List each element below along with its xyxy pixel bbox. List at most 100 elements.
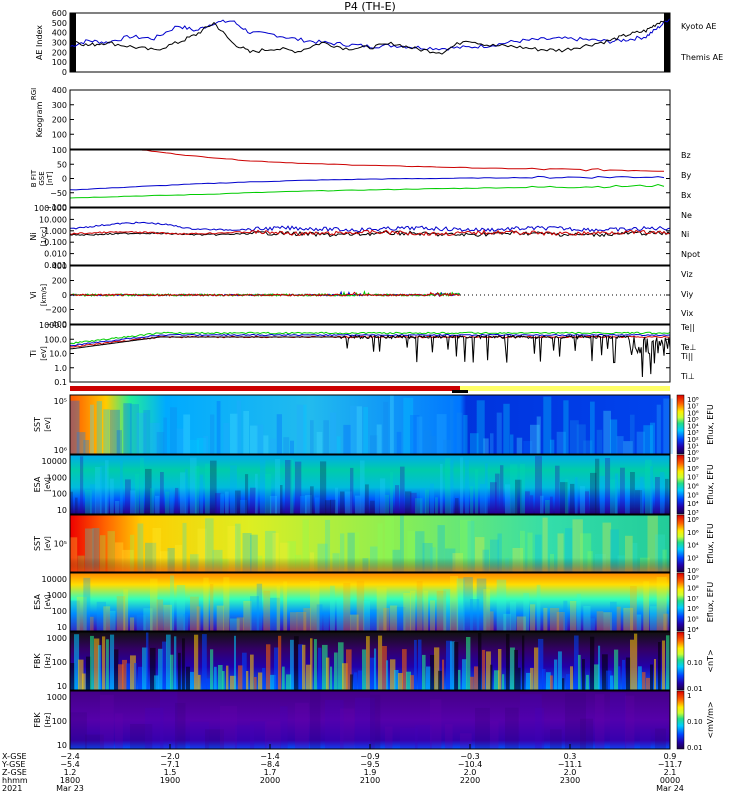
colorbar-tick-label: 10⁰ bbox=[687, 567, 699, 575]
y-axis-label: GSE bbox=[38, 171, 46, 185]
spectrogram-stripe bbox=[106, 639, 109, 690]
y-tick-label: 10.000 bbox=[39, 215, 67, 224]
colorbar bbox=[676, 572, 685, 632]
spectrogram-stripe bbox=[342, 663, 348, 690]
spectrogram-stripe bbox=[418, 639, 422, 690]
spectrogram-stripe bbox=[576, 424, 586, 454]
mode-bar-slow bbox=[70, 386, 460, 391]
spectrogram-stripe bbox=[223, 577, 230, 631]
spectrogram-stripe bbox=[554, 659, 558, 690]
y-tick-label: 0.001 bbox=[44, 261, 67, 270]
spectrogram-stripe bbox=[302, 644, 306, 690]
spectrogram-stripe bbox=[490, 433, 494, 454]
spectrogram-stripe bbox=[258, 672, 263, 690]
spectrogram-stripe bbox=[490, 721, 499, 749]
spectrogram-stripe bbox=[585, 491, 589, 514]
x-tick-label: −11.1 bbox=[558, 760, 583, 769]
y-axis-label: [1/cc] bbox=[40, 226, 48, 246]
spectrogram-stripe bbox=[326, 657, 330, 690]
spectrogram-stripe bbox=[203, 577, 209, 631]
spectrogram-stripe bbox=[96, 401, 102, 454]
y-tick-label: 400 bbox=[52, 86, 67, 95]
spectrogram-stripe bbox=[476, 400, 485, 454]
y-axis-label: SST bbox=[33, 417, 42, 432]
spectrogram-stripe bbox=[535, 456, 542, 514]
spectrogram-stripe bbox=[358, 670, 363, 690]
spectrogram-stripe bbox=[635, 490, 643, 514]
panel-frame bbox=[69, 89, 671, 150]
bfield-series-line bbox=[141, 149, 664, 172]
spectrogram-stripe bbox=[663, 613, 669, 631]
colorbar-tick-label: 0.10 bbox=[687, 659, 703, 667]
spectrogram-stripe bbox=[285, 460, 292, 514]
spectrogram-stripe bbox=[265, 721, 281, 749]
spectrogram-stripe bbox=[445, 724, 453, 749]
spectrogram-stripe bbox=[336, 597, 344, 631]
spectrogram-stripe bbox=[145, 468, 152, 514]
x-tick-label: −11.7 bbox=[658, 760, 683, 769]
spectrogram-stripe bbox=[383, 608, 390, 631]
y-axis-label: [eV] bbox=[44, 594, 52, 609]
legend-entry: Npot bbox=[681, 250, 700, 259]
y-axis-label: [km/s] bbox=[40, 284, 48, 307]
spectrogram-stripe bbox=[435, 497, 438, 514]
spectrogram-stripe bbox=[202, 634, 207, 690]
spectrogram-stripe bbox=[156, 432, 165, 454]
spectrogram-stripe bbox=[546, 672, 551, 690]
spectrogram-stripe bbox=[430, 699, 442, 749]
spectrogram-stripe bbox=[563, 600, 568, 631]
spectrogram-stripe bbox=[310, 581, 320, 631]
colorbar-tick-label: 10⁷ bbox=[687, 403, 699, 411]
y-axis-label: [eV] bbox=[44, 536, 52, 551]
spectrogram-stripe bbox=[345, 491, 353, 514]
spectrogram-stripe bbox=[263, 435, 269, 454]
x-tick-label: −9.5 bbox=[360, 760, 379, 769]
spectrogram-stripe bbox=[620, 467, 625, 514]
legend-entry: Ti|| bbox=[680, 352, 693, 361]
colorbar-tick-label: 0.10 bbox=[687, 718, 703, 726]
spectrogram-stripe bbox=[295, 461, 302, 514]
spectrogram-stripe bbox=[296, 404, 306, 454]
colorbar-tick-label: 10⁶ bbox=[687, 529, 699, 537]
spectrogram-stripe bbox=[295, 702, 309, 749]
y-tick-label: 1000 bbox=[47, 591, 67, 600]
spectrogram-stripe bbox=[154, 675, 159, 690]
spectrogram-stripe bbox=[98, 645, 102, 690]
x-tick-label: 1.7 bbox=[264, 768, 277, 777]
colorbar-tick-label: 10³ bbox=[687, 429, 699, 437]
spectrogram-stripe bbox=[466, 637, 471, 690]
spectrogram-stripe bbox=[410, 492, 417, 514]
spectrogram-stripe bbox=[538, 638, 544, 690]
spectrogram-stripe bbox=[222, 671, 225, 690]
spectrogram-stripe bbox=[236, 400, 242, 454]
spectrogram-stripe bbox=[443, 589, 451, 631]
bfield-series-line bbox=[69, 175, 665, 191]
spectrogram-stripe bbox=[415, 725, 432, 749]
spectrogram-stripe bbox=[156, 599, 164, 631]
spectrogram-stripe bbox=[454, 642, 459, 690]
spectrogram-stripe bbox=[275, 459, 281, 514]
spectrogram-stripe bbox=[186, 666, 190, 690]
y-tick-label: 0.100 bbox=[44, 238, 67, 247]
spectrogram-stripe bbox=[303, 404, 307, 454]
spectrogram-stripe bbox=[610, 675, 614, 690]
legend-entry: Vix bbox=[681, 309, 694, 318]
colorbar-label: Eflux, EFU bbox=[706, 523, 715, 564]
y-tick-label: 1000 bbox=[47, 634, 67, 643]
y-tick-label: 10⁵ bbox=[54, 540, 67, 549]
spectrogram-stripe bbox=[130, 404, 139, 454]
spectrogram-stripe bbox=[660, 472, 665, 514]
y-axis-label: FBK bbox=[33, 653, 42, 669]
x-tick-label: 0.9 bbox=[664, 752, 677, 761]
spectrogram-stripe bbox=[540, 495, 544, 514]
colorbar bbox=[676, 454, 685, 515]
colorbar-tick-label: 10⁷ bbox=[687, 595, 699, 603]
spectrogram-stripe bbox=[580, 718, 594, 749]
x-axis-row-label: Z-GSE bbox=[2, 768, 27, 777]
legend-entry: Ne bbox=[681, 211, 692, 220]
colorbar-tick-label: 0.01 bbox=[687, 744, 703, 752]
spectrogram-stripe bbox=[516, 616, 526, 631]
spectrogram-stripe bbox=[656, 404, 661, 454]
spectrogram-stripe bbox=[150, 422, 160, 454]
